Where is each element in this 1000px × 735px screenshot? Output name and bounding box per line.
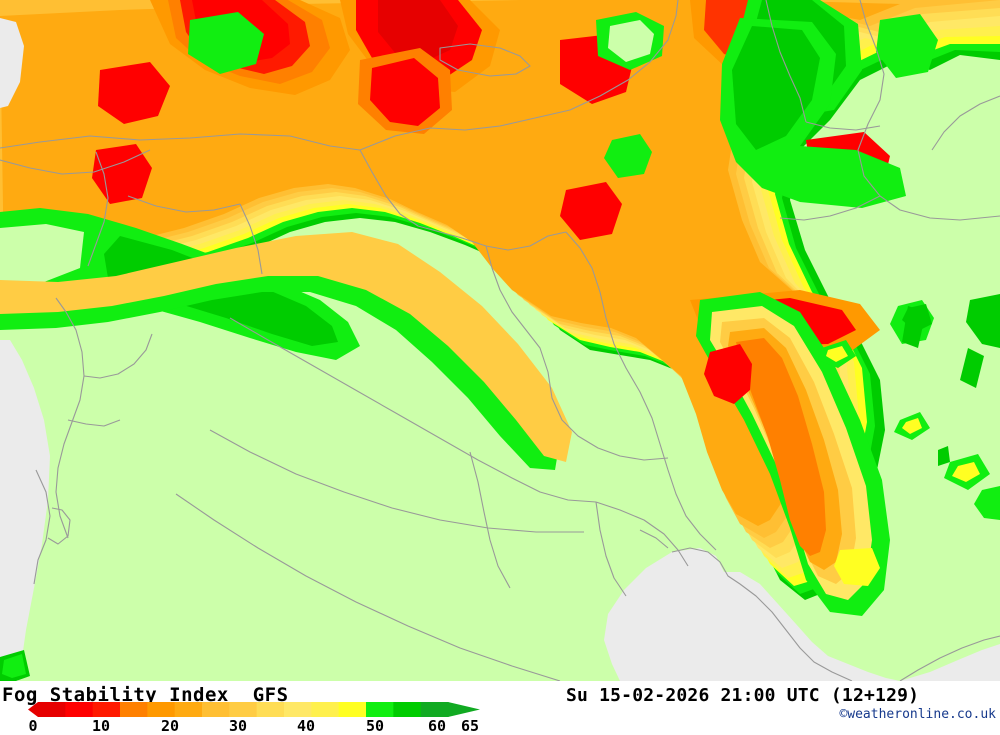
colorbar-right-arrow: [448, 702, 480, 717]
colorbar-band-61: [393, 702, 422, 717]
country-borders: [0, 0, 1000, 681]
colorbar-tick-30: 30: [228, 717, 248, 735]
colorbar-bands: [38, 702, 449, 717]
map-canvas: [0, 0, 1000, 681]
colorbar-band-58: [366, 702, 394, 717]
colorbar-band-40: [256, 702, 285, 717]
colorbar-tick-50: 50: [365, 717, 385, 735]
colorbar-tick-10: 10: [91, 717, 111, 735]
contour-band-25: [0, 0, 900, 526]
colorbar-left-arrow: [28, 702, 38, 717]
colorbar-tick-20: 20: [160, 717, 180, 735]
colorbar-tick-65: 65: [460, 717, 480, 735]
contour-band-10-blob-d: [370, 58, 440, 126]
colorbar-tick-60: 60: [427, 717, 447, 735]
contour-hole-green-d: [188, 12, 264, 74]
colorbar-band-30: [202, 702, 230, 717]
contour-hole-green-c: [876, 14, 938, 78]
sea-mediterranean-upper: [0, 18, 24, 108]
colorbar-band-5: [65, 702, 94, 717]
contour-diamond-b: [960, 348, 984, 388]
sea-gulf-east: [900, 644, 1000, 681]
contour-speck-a: [902, 304, 932, 332]
contour-west-hole: [0, 224, 84, 284]
sea-persian-gulf: [604, 548, 900, 681]
colorbar-band-35: [229, 702, 258, 717]
colorbar-canvas: [28, 702, 480, 717]
contour-diamond-d2: [902, 418, 922, 434]
contour-green-wedge-core: [732, 26, 820, 150]
contour-diamond-e: [938, 446, 950, 466]
contour-diamond-c2: [826, 346, 848, 362]
legend-colorbar[interactable]: [28, 702, 480, 717]
copyright-notice: ©weatheronline.co.uk: [839, 707, 996, 722]
colorbar-tick-labels: 0 10 20 30 40 50 60 65: [0, 717, 500, 735]
contour-hole-green-a2: [608, 20, 654, 62]
contour-diamond-f2: [952, 462, 980, 482]
weather-map[interactable]: [0, 0, 1000, 681]
contour-speck-c2: [2, 654, 26, 678]
parameter-title: Fog Stability Index GFS: [2, 684, 289, 706]
contour-hole-green-e: [604, 134, 652, 178]
contour-speck-b: [966, 294, 1000, 348]
contour-band-5-core-b: [378, 0, 458, 62]
colorbar-band-25: [174, 702, 203, 717]
colorbar-tick-0: 0: [28, 717, 38, 735]
colorbar-band-20: [147, 702, 176, 717]
colorbar-band-50: [311, 702, 340, 717]
colorbar-band-45: [284, 702, 312, 717]
contour-ridge-tail: [834, 548, 880, 586]
map-footer: Fog Stability Index GFS Su 15-02-2026 21…: [0, 681, 1000, 735]
colorbar-band-64: [420, 702, 449, 717]
sea-mediterranean-redsea: [0, 340, 50, 681]
colorbar-band-15: [120, 702, 148, 717]
contour-coast-orange: [0, 232, 572, 462]
colorbar-band-10: [92, 702, 121, 717]
colorbar-band-0: [38, 702, 66, 717]
contour-east-ridge-5: [704, 344, 752, 404]
contour-diamond-g: [974, 486, 1000, 520]
contour-east-ridge-15: [736, 338, 826, 556]
colorbar-band-55: [338, 702, 367, 717]
contour-band-10-blob-e: [98, 62, 170, 124]
forecast-run-info: Su 15-02-2026 21:00 UTC (12+129): [566, 685, 920, 706]
contour-band-10-blob-h: [560, 182, 622, 240]
colorbar-tick-40: 40: [296, 717, 316, 735]
